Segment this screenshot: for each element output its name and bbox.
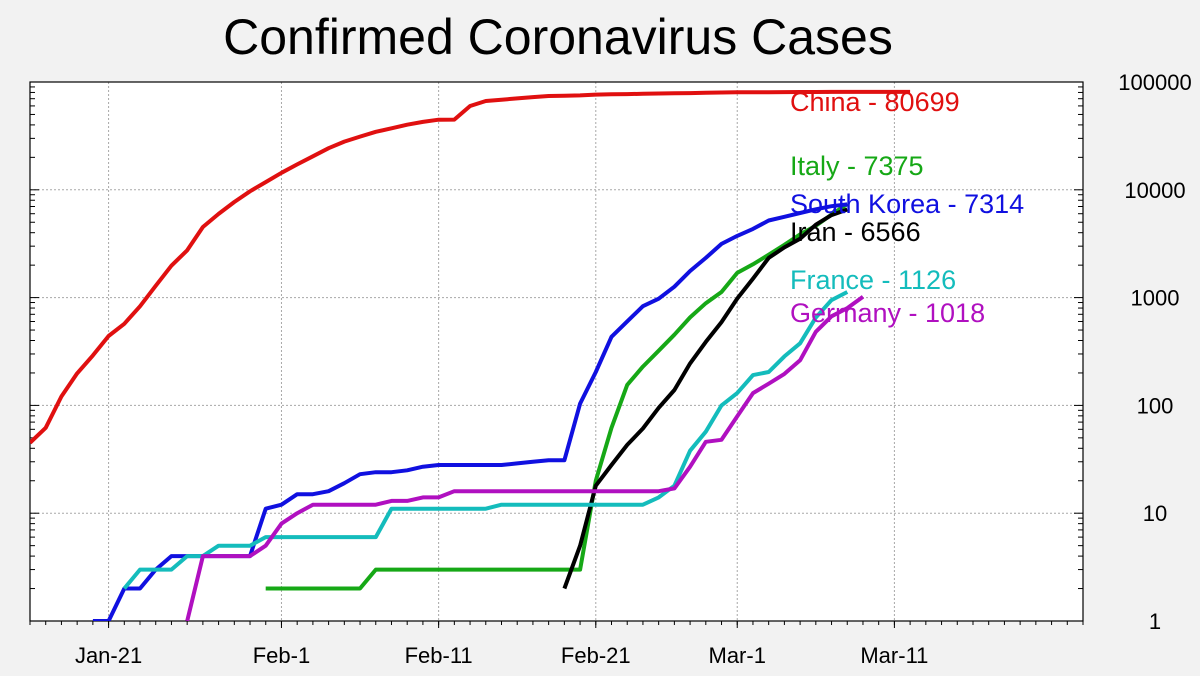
series-lines [30,89,911,621]
x-tick-label: Feb-11 [405,643,473,668]
y-tick-label: 100 [1137,393,1174,418]
series-label-italy: Italy - 7375 [790,151,924,181]
x-tick-label: Feb-1 [253,643,310,668]
series-label-south_korea: South Korea - 7314 [790,189,1024,219]
grid [30,81,1083,622]
series-line-germany [185,295,865,621]
y-tick-label: 10 [1143,501,1167,526]
series-line-iran [562,207,848,590]
y-tick-label: 1000 [1131,286,1180,311]
series-label-iran: Iran - 6566 [790,217,921,247]
x-tick-label: Jan-21 [75,643,142,668]
chart-title: Confirmed Coronavirus Cases [223,9,893,65]
plot-area [30,82,1083,621]
y-tick-label: 100000 [1118,70,1191,95]
plot-frame [29,81,1084,622]
series-line-china [30,89,911,445]
series-label-china: China - 80699 [790,87,960,117]
series-line-italy [265,202,849,591]
series-label-france: France - 1126 [790,265,956,295]
x-tick-label: Mar-1 [709,643,766,668]
y-tick-label: 1 [1149,609,1161,634]
x-tick-label: Feb-21 [561,643,631,668]
y-tick-label: 10000 [1124,178,1185,203]
series-label-germany: Germany - 1018 [790,298,985,328]
series-labels: China - 80699 Italy - 7375 South Korea - 7… [790,87,1024,328]
axes: 1 10 100 1000 10000 100000 Jan-21 Feb-1 Feb-11 Fe… [29,70,1192,668]
x-tick-label: Mar-11 [860,643,928,668]
